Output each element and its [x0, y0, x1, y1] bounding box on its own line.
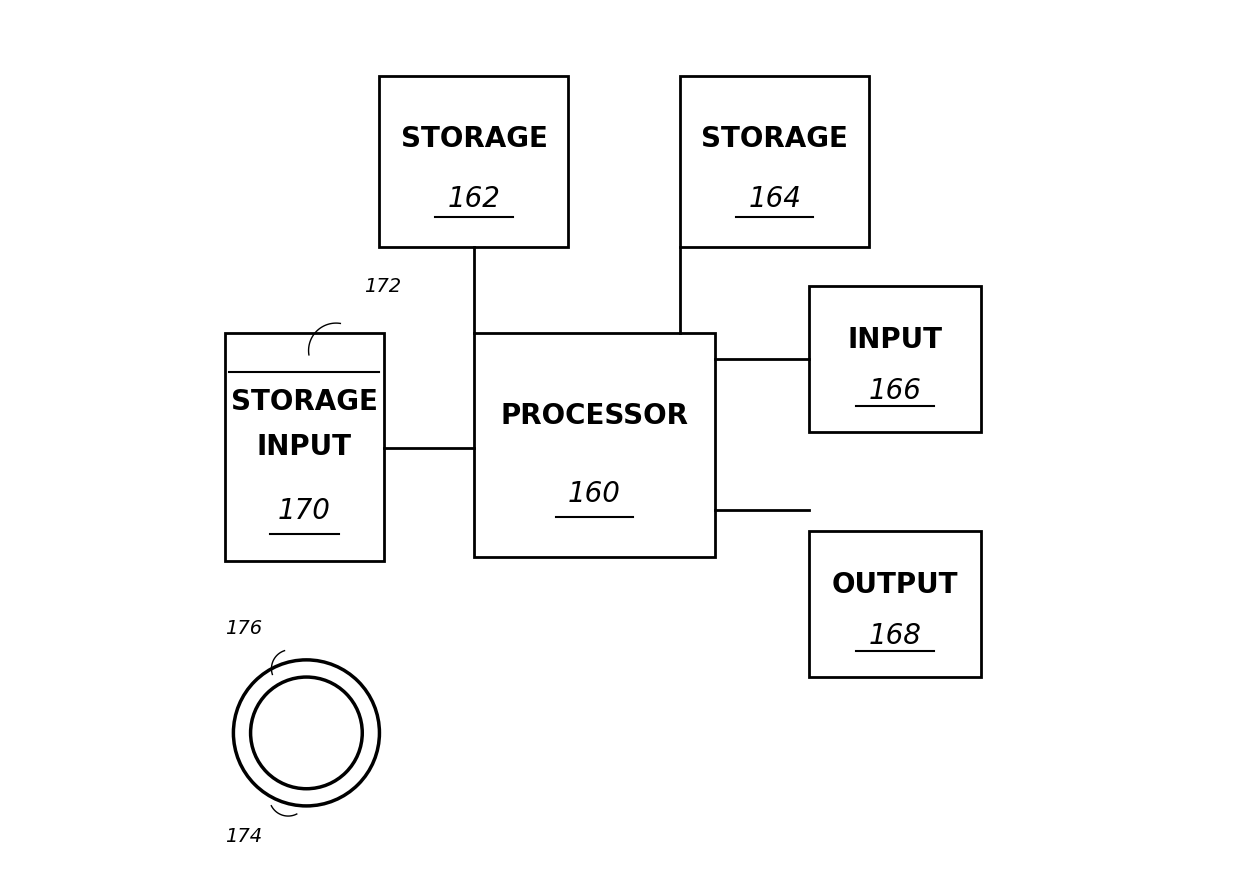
- Text: OUTPUT: OUTPUT: [832, 571, 959, 599]
- Bar: [808, 531, 981, 677]
- Text: 176: 176: [224, 619, 262, 638]
- Text: 174: 174: [224, 828, 262, 847]
- Bar: [808, 286, 981, 432]
- Text: INPUT: INPUT: [257, 433, 352, 461]
- Text: INPUT: INPUT: [847, 327, 942, 354]
- Bar: [680, 76, 869, 248]
- Bar: [224, 333, 383, 561]
- Text: 170: 170: [278, 497, 331, 525]
- Text: 166: 166: [868, 377, 921, 405]
- Text: 172: 172: [363, 277, 401, 296]
- Text: 168: 168: [868, 622, 921, 650]
- Text: 162: 162: [448, 185, 501, 213]
- Text: 164: 164: [748, 185, 801, 213]
- Text: PROCESSOR: PROCESSOR: [500, 402, 688, 430]
- Bar: [474, 333, 714, 557]
- Text: STORAGE: STORAGE: [401, 125, 547, 154]
- Text: STORAGE: STORAGE: [231, 388, 378, 416]
- Text: STORAGE: STORAGE: [701, 125, 848, 154]
- Text: 160: 160: [568, 480, 621, 508]
- Bar: [379, 76, 568, 248]
